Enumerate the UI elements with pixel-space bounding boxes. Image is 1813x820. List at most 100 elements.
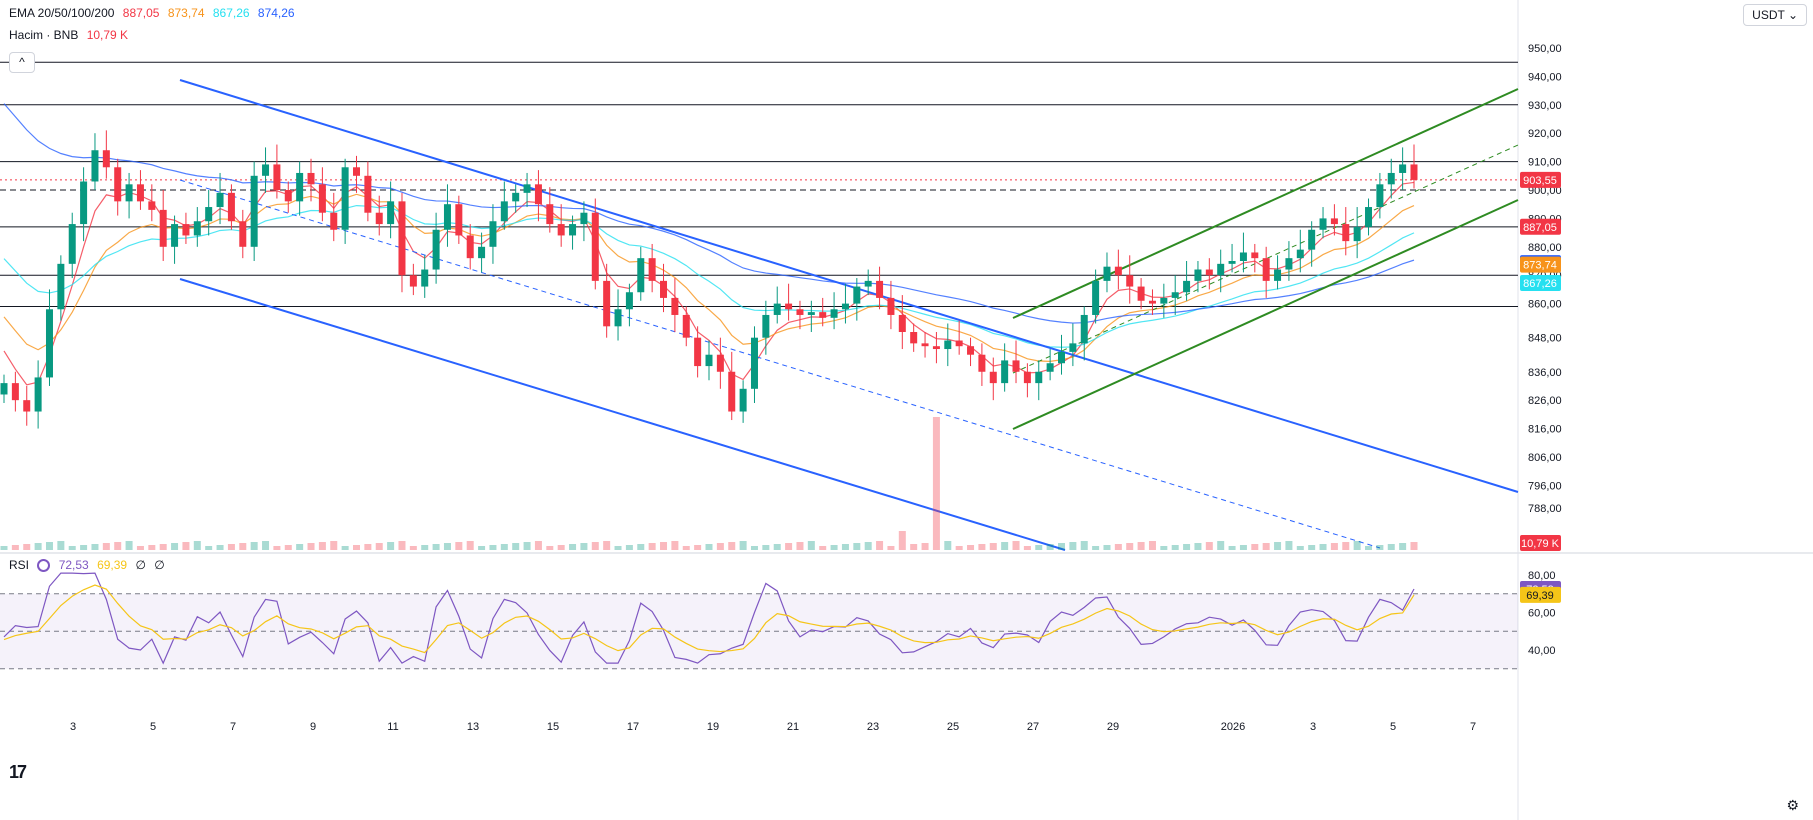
volume-bar xyxy=(364,544,372,550)
currency-button[interactable]: USDT ⌄ xyxy=(1743,4,1807,26)
downtrend-channel-lower xyxy=(179,278,1066,551)
volume-bar xyxy=(932,417,940,550)
volume-bar xyxy=(1376,545,1384,550)
volume-bar xyxy=(1262,543,1270,550)
volume-bar xyxy=(1387,544,1395,550)
rsi-line xyxy=(3,572,1415,665)
volume-bar xyxy=(1330,543,1338,550)
volume-bar xyxy=(876,541,884,550)
candle xyxy=(1251,252,1259,259)
candle xyxy=(466,235,474,259)
candle xyxy=(11,383,19,401)
volume-bar xyxy=(80,545,88,550)
candle xyxy=(932,346,940,350)
rsi-settings-icon[interactable] xyxy=(37,559,51,572)
candle xyxy=(1217,263,1225,276)
time-tick-label: 7 xyxy=(230,721,236,733)
ema200-value: 874,26 xyxy=(257,6,295,20)
candle xyxy=(864,280,872,287)
candle xyxy=(1183,280,1191,293)
volume-bar xyxy=(614,546,622,550)
candle xyxy=(785,303,793,310)
volume-bar xyxy=(671,541,679,550)
candle xyxy=(57,263,65,310)
gear-icon[interactable]: ⚙ xyxy=(1786,797,1799,813)
volume-bar xyxy=(1160,546,1168,550)
price-tick-label: 900,00 xyxy=(1528,185,1562,197)
volume-bar xyxy=(716,543,724,550)
ema50-value: 873,74 xyxy=(167,6,205,20)
candle xyxy=(421,269,429,287)
candle xyxy=(523,184,531,193)
candle xyxy=(1114,266,1122,276)
candle xyxy=(773,303,781,315)
volume-bar xyxy=(546,546,554,550)
candle xyxy=(1103,266,1111,281)
candle xyxy=(694,337,702,367)
volume-bar xyxy=(750,546,758,550)
ema50-line xyxy=(3,193,1415,362)
price-badge xyxy=(1520,218,1561,235)
candle xyxy=(34,377,42,412)
volume-bar xyxy=(1217,541,1225,550)
candle xyxy=(1274,269,1282,281)
price-tick-label: 816,00 xyxy=(1528,424,1562,436)
candle xyxy=(262,164,270,176)
candle xyxy=(887,297,895,315)
candle xyxy=(1046,363,1054,372)
volume-legend-title: Hacim · BNB xyxy=(9,28,79,42)
candle xyxy=(1410,164,1418,180)
price-tick-label: 826,00 xyxy=(1528,395,1562,407)
volume-bar xyxy=(353,545,360,550)
volume-bar xyxy=(216,545,224,550)
candle xyxy=(830,309,838,318)
volume-bar xyxy=(921,543,929,550)
rsi-legend-title: RSI xyxy=(9,558,30,572)
volume-bar xyxy=(1274,542,1282,550)
volume-bar xyxy=(387,542,395,550)
volume-bar xyxy=(648,543,656,550)
candle xyxy=(0,383,8,395)
volume-bar xyxy=(944,541,952,550)
volume-bar xyxy=(807,541,815,550)
candle xyxy=(716,354,724,372)
price-tick-label: 920,00 xyxy=(1528,128,1562,140)
ema20-line xyxy=(3,181,1415,386)
rsi-tick-label: 60,00 xyxy=(1528,608,1556,620)
price-badge xyxy=(1520,171,1561,188)
volume-bar xyxy=(1035,545,1043,550)
candle xyxy=(648,258,656,281)
volume-bar xyxy=(1114,544,1122,550)
volume-bar xyxy=(1126,543,1134,550)
candle xyxy=(796,309,804,315)
candle xyxy=(159,209,167,247)
time-tick-label: 7 xyxy=(1470,721,1476,733)
volume-bar xyxy=(23,544,31,550)
volume-bar xyxy=(853,543,861,550)
volume-bar xyxy=(819,546,827,550)
collapse-legend-button[interactable]: ^ xyxy=(9,52,35,73)
candle xyxy=(807,312,815,315)
candle xyxy=(1012,360,1020,372)
ema20-value: 887,05 xyxy=(122,6,160,20)
price-badge-label: 867,26 xyxy=(1523,278,1557,290)
volume-bar xyxy=(1296,546,1304,550)
volume-bar xyxy=(205,546,213,550)
candle xyxy=(114,167,122,202)
price-badge-label: 903,55 xyxy=(1523,175,1557,187)
price-badge xyxy=(1520,256,1561,273)
time-tick-label: 3 xyxy=(1310,721,1316,733)
volume-bar xyxy=(273,546,281,550)
time-tick-label: 19 xyxy=(707,721,719,733)
volume-bar xyxy=(1399,543,1407,550)
volume-bar xyxy=(989,543,997,550)
candle xyxy=(307,172,315,185)
candle xyxy=(45,309,53,378)
time-tick-label: 9 xyxy=(310,721,316,733)
candle xyxy=(1262,258,1270,281)
volume-bar xyxy=(1319,544,1327,550)
volume-bar xyxy=(694,545,702,550)
volume-bar xyxy=(330,541,338,550)
volume-bar xyxy=(1285,541,1293,550)
